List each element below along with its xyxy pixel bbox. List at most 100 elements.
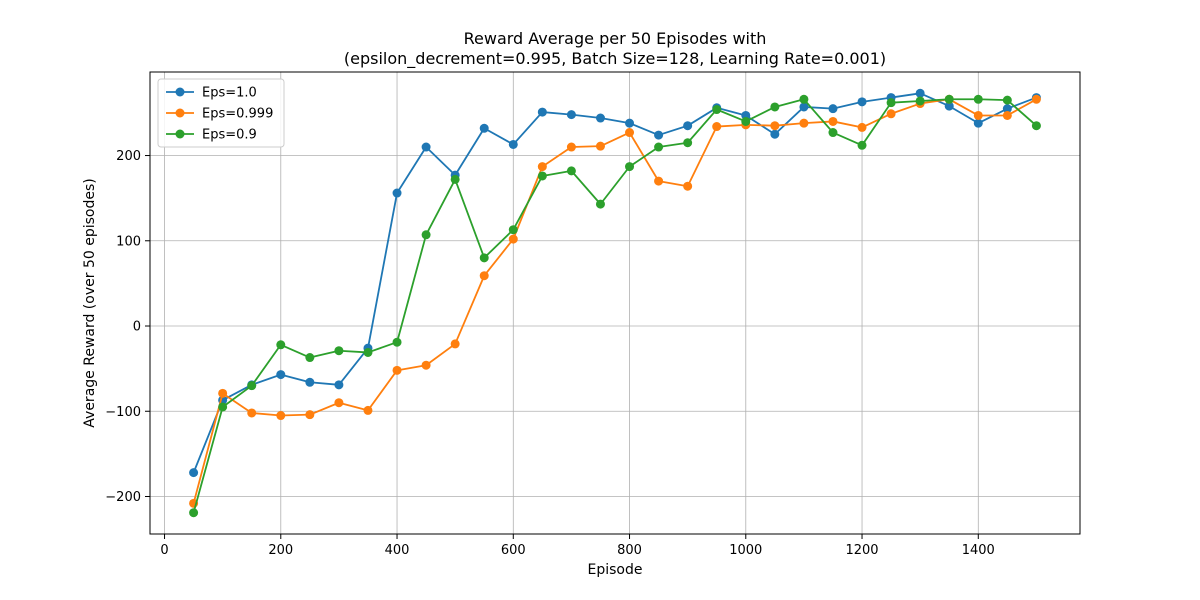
data-point	[654, 176, 664, 186]
data-point	[276, 370, 286, 380]
data-point	[595, 113, 605, 123]
data-point	[247, 408, 257, 418]
series-2	[189, 94, 1041, 518]
data-point	[886, 98, 896, 108]
series-line	[192, 98, 1038, 513]
data-point	[1002, 95, 1012, 105]
data-point	[944, 94, 954, 104]
data-point	[712, 105, 722, 115]
data-point	[508, 139, 518, 149]
data-point	[828, 116, 838, 126]
data-point	[973, 110, 983, 120]
data-point	[305, 410, 315, 420]
data-point	[479, 253, 489, 263]
y-axis-label: Average Reward (over 50 episodes)	[82, 178, 98, 427]
legend-entry: Eps=0.9	[166, 128, 257, 143]
data-point	[508, 234, 518, 244]
y-tick-label: 200	[116, 149, 141, 164]
data-point	[392, 365, 402, 375]
data-point	[770, 129, 780, 139]
x-tick-label: 1200	[845, 543, 878, 558]
legend-label: Eps=1.0	[202, 86, 257, 101]
data-point	[363, 405, 373, 415]
y-tick-label: 100	[116, 234, 141, 249]
x-tick-label: 200	[268, 543, 293, 558]
data-point	[973, 94, 983, 104]
data-point	[595, 199, 605, 209]
data-point	[276, 340, 286, 350]
data-point	[683, 181, 693, 191]
data-point	[1031, 121, 1041, 131]
data-point	[770, 102, 780, 112]
data-point	[857, 97, 867, 107]
x-tick-label: 0	[160, 543, 168, 558]
data-point	[305, 353, 315, 363]
series-line	[192, 92, 1037, 473]
x-tick-label: 400	[385, 543, 410, 558]
series-line	[192, 98, 1037, 504]
data-point	[566, 166, 576, 176]
data-point	[566, 142, 576, 152]
data-point	[566, 110, 576, 120]
chart-title-line-2: (epsilon_decrement=0.995, Batch Size=128…	[344, 49, 886, 69]
data-point	[363, 347, 373, 357]
data-point	[973, 118, 983, 128]
data-point	[421, 230, 431, 240]
data-point	[857, 140, 867, 150]
legend-marker	[175, 108, 185, 118]
y-tick-label: 0	[133, 320, 141, 335]
data-point	[1002, 104, 1012, 114]
data-point	[683, 121, 693, 131]
data-point	[276, 411, 286, 421]
data-point	[1031, 94, 1041, 104]
data-point	[450, 174, 460, 184]
chart-title-line-1: Reward Average per 50 Episodes with	[464, 29, 767, 48]
data-point	[305, 377, 315, 387]
x-tick-label: 1400	[962, 543, 995, 558]
data-point	[625, 162, 635, 172]
data-point	[625, 118, 635, 128]
legend-box	[157, 78, 285, 148]
x-axis-label: Episode	[588, 562, 643, 578]
data-point	[421, 142, 431, 152]
data-point	[1002, 110, 1012, 120]
legend-label: Eps=0.999	[202, 107, 273, 122]
plot-frame	[149, 71, 1081, 535]
legend-label: Eps=0.9	[202, 128, 257, 143]
data-point	[683, 138, 693, 148]
data-point	[189, 468, 199, 478]
data-point	[857, 122, 867, 132]
data-point	[770, 121, 780, 131]
grid	[150, 72, 1080, 534]
data-point	[479, 123, 489, 133]
data-point	[218, 402, 228, 412]
data-point	[508, 225, 518, 235]
data-point	[392, 337, 402, 347]
data-point	[828, 104, 838, 114]
data-point	[799, 118, 809, 128]
data-point	[537, 162, 547, 172]
data-point	[450, 339, 460, 349]
x-tick-label: 1000	[729, 543, 762, 558]
data-point	[886, 109, 896, 119]
data-point	[741, 116, 751, 126]
series-0	[189, 88, 1041, 478]
data-point	[915, 88, 925, 98]
data-point	[828, 128, 838, 138]
data-point	[654, 142, 664, 152]
data-point	[799, 102, 809, 112]
y-tick-label: −200	[105, 490, 141, 505]
data-point	[479, 271, 489, 281]
axis-ticks: 0 200 400 600 800 1000 1200 1400 −200 −100 0 100 200	[105, 149, 995, 558]
data-point	[392, 188, 402, 198]
data-point	[595, 141, 605, 151]
y-tick-label: −100	[105, 405, 141, 420]
data-point	[915, 96, 925, 106]
data-point	[334, 398, 344, 408]
legend-entry: Eps=0.999	[166, 107, 273, 122]
legend-entry: Eps=1.0	[166, 86, 257, 101]
data-point	[537, 107, 547, 117]
data-point	[944, 101, 954, 111]
legend: Eps=1.0 Eps=0.999 Eps=0.9	[157, 78, 285, 148]
